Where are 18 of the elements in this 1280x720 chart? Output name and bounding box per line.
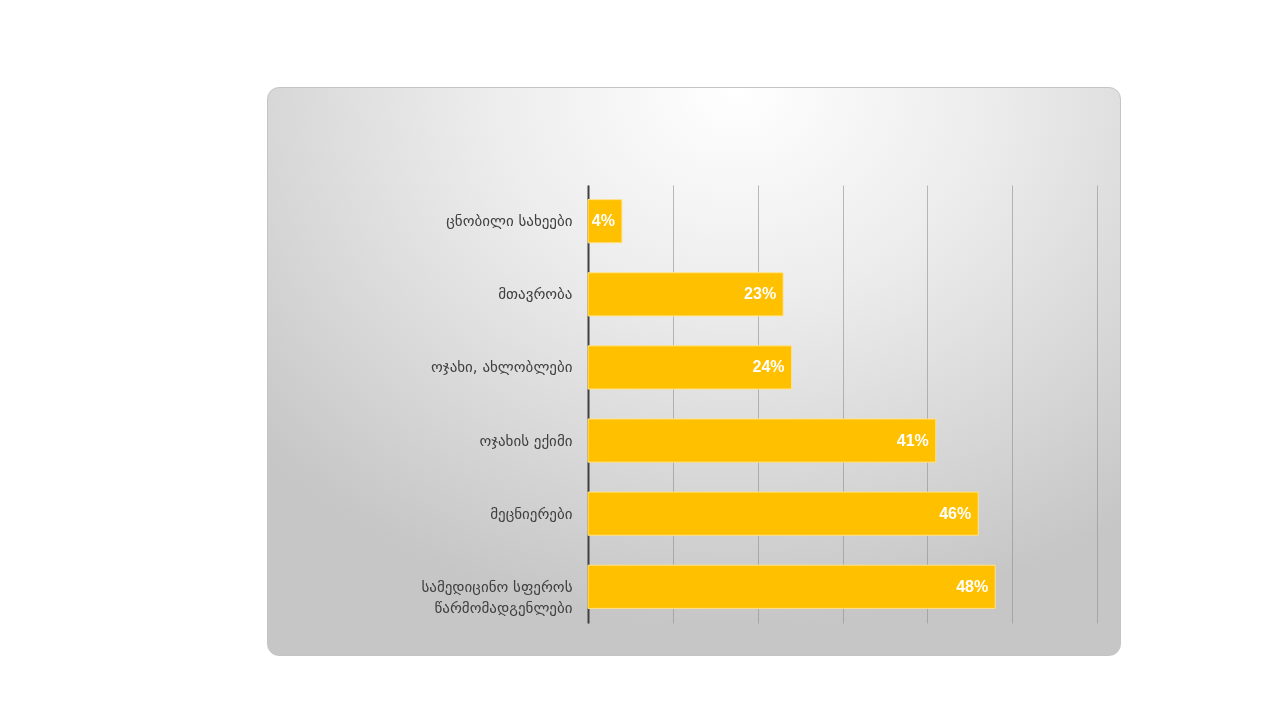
bar	[587, 564, 996, 609]
bar	[587, 345, 793, 390]
bar	[587, 491, 979, 536]
data-label: 48%	[956, 577, 989, 595]
y-tick-label: ოჯახის ექიმი	[479, 431, 573, 450]
y-tick-label: მეცნიერები	[490, 504, 573, 523]
data-label: 23%	[744, 285, 777, 303]
y-tick-label: მთავრობა	[498, 285, 573, 304]
y-tick-label: სამედიცინო სფეროს წარმომადგენლები	[421, 577, 573, 617]
bar	[587, 199, 623, 244]
data-label: 24%	[752, 358, 785, 376]
y-tick-label: ცნობილი სახეები	[446, 212, 573, 231]
data-label: 41%	[896, 431, 929, 449]
y-tick-label: ოჯახი, ახლობლები	[431, 358, 573, 377]
bar	[587, 272, 784, 317]
data-label: 4%	[591, 212, 615, 230]
data-label: 46%	[939, 504, 972, 522]
bar	[587, 418, 937, 463]
